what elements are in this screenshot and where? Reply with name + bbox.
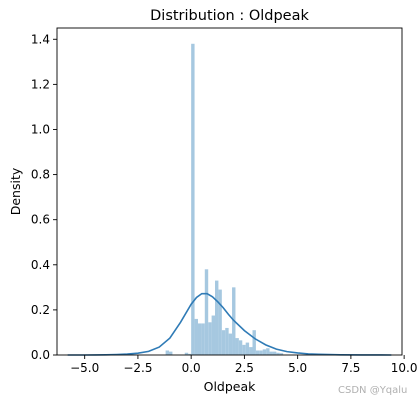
- histogram-bar: [259, 350, 263, 355]
- x-tick-label: 2.5: [235, 361, 254, 375]
- y-tick-label: 1.2: [31, 77, 50, 91]
- histogram-bar: [215, 280, 219, 355]
- y-tick-label: 0.2: [31, 303, 50, 317]
- x-tick-label: 7.5: [341, 361, 360, 375]
- histogram-bar: [197, 323, 202, 355]
- x-tick-label: −5.0: [70, 361, 99, 375]
- x-tick-label: 0.0: [182, 361, 201, 375]
- histogram-bar: [252, 330, 256, 355]
- histogram-bar: [242, 344, 246, 355]
- histogram-bar: [218, 289, 222, 355]
- x-axis: −5.0 −2.5 0.0 2.5 5.0 7.5 10.0: [70, 355, 417, 375]
- histogram-bar: [208, 322, 212, 355]
- y-tick-label: 0.6: [31, 213, 50, 227]
- histogram-bar: [191, 43, 195, 356]
- histogram-bar: [194, 318, 198, 355]
- histogram-bar: [269, 351, 273, 355]
- histogram-bar: [165, 350, 170, 355]
- y-tick-label: 0.0: [31, 348, 50, 362]
- histogram-bar: [184, 352, 189, 355]
- histogram-bar: [272, 351, 277, 355]
- histogram-bar: [235, 338, 239, 355]
- y-axis: 0.0 0.2 0.4 0.6 0.8 1.0 1.2 1.4: [31, 32, 57, 362]
- chart-title: Distribution : Oldpeak: [150, 8, 309, 24]
- kde-curve: [67, 292, 392, 356]
- histogram-bar: [245, 342, 250, 355]
- histogram-bar: [204, 269, 209, 355]
- histogram-bar: [266, 348, 270, 355]
- x-tick-label: 5.0: [288, 361, 307, 375]
- y-tick-label: 0.4: [31, 258, 50, 272]
- histogram-bar: [276, 352, 280, 355]
- x-axis-label: Oldpeak: [204, 379, 257, 394]
- plot-area: [56, 27, 403, 356]
- histogram-bar: [201, 323, 205, 355]
- plot-frame: [56, 27, 403, 356]
- histogram-bar: [225, 327, 229, 355]
- histogram-bar: [228, 333, 233, 355]
- watermark: CSDN @Yqalu: [338, 385, 407, 396]
- histogram-bar: [255, 350, 260, 355]
- y-axis-label: Density: [8, 167, 23, 215]
- histogram-bar: [169, 351, 173, 355]
- histogram-bar: [211, 315, 216, 355]
- x-tick-label: 10.0: [391, 361, 418, 375]
- x-tick-label: −2.5: [123, 361, 152, 375]
- y-tick-label: 1.4: [31, 32, 50, 46]
- y-tick-label: 1.0: [31, 122, 50, 136]
- histogram-bar: [262, 349, 267, 355]
- histogram-bar: [249, 347, 253, 355]
- histogram-bar: [221, 330, 226, 355]
- histogram-bar: [238, 340, 243, 355]
- histogram-bar: [188, 353, 192, 355]
- histogram-bar: [279, 353, 284, 355]
- y-tick-label: 0.8: [31, 168, 50, 182]
